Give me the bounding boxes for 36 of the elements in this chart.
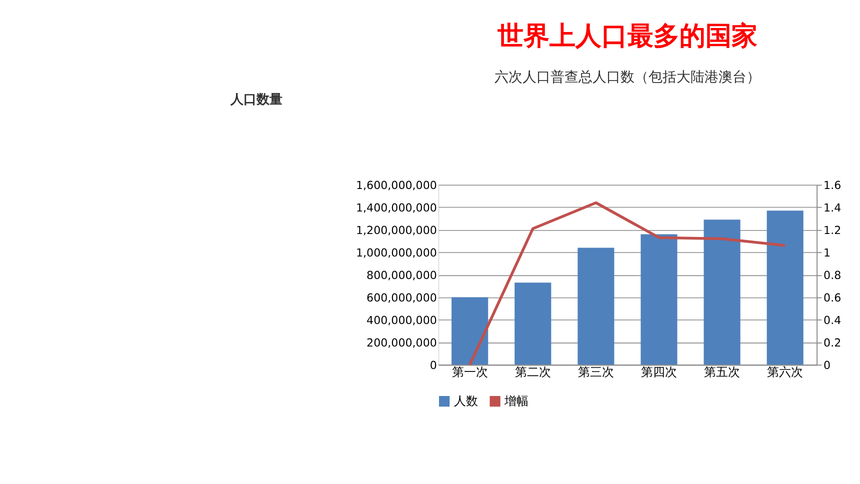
y2-tick-label: 1 [824,246,831,260]
legend-label: 增幅 [504,394,529,408]
y2-tick-label: 0.4 [824,314,842,327]
y-tick-label: 1,400,000,000 [356,201,437,214]
bar [766,210,804,365]
y2-tick-label: 1.6 [824,178,842,192]
x-tick-label: 第六次 [767,365,804,380]
y-tick-label: 0 [430,358,437,372]
y-tick-label: 1,200,000,000 [356,224,437,237]
chart-subtitle: 六次人口普查总人口数（包括大陆港澳台） [494,68,760,86]
line-series [468,201,786,366]
y-tick-label: 600,000,000 [366,291,437,304]
y2-tick-label: 0.6 [824,291,842,304]
x-tick-label: 第四次 [640,365,677,380]
x-tick-label: 第五次 [704,365,740,380]
y-tick-label: 200,000,000 [366,336,437,350]
legend-label: 人数 [454,394,478,408]
x-tick-label: 第三次 [578,365,614,380]
y2-tick-label: 0.2 [824,336,842,350]
x-tick-label: 第二次 [514,365,551,380]
y2-tick-label: 0 [824,358,831,372]
y-tick-label: 1,000,000,000 [356,246,437,260]
y-tick-label: 1,600,000,000 [356,178,437,192]
bar [704,220,740,365]
y-tick-label: 800,000,000 [366,268,437,282]
bar [452,297,488,365]
bar [578,248,614,365]
y2-tick-label: 0.8 [824,268,842,282]
chart-title: 世界上人口最多的国家 [496,21,758,52]
bar [514,282,552,365]
y-tick-label: 400,000,000 [366,314,437,327]
x-tick-label: 第一次 [452,365,488,380]
bar [640,234,678,365]
text: 人口数量 [230,92,283,108]
y2-tick-label: 1.4 [824,201,842,214]
y2-tick-label: 1.2 [824,224,842,237]
